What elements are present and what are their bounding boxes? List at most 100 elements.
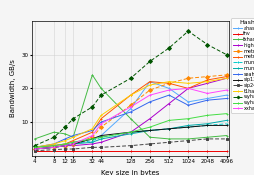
metro64 — [167, 82, 170, 84]
ahash — [64, 143, 67, 145]
highway — [90, 143, 93, 145]
xxhash64 — [129, 106, 132, 108]
metro128 — [205, 76, 208, 78]
t1ha — [148, 84, 151, 86]
Y-axis label: Bandwidth, GB/s: Bandwidth, GB/s — [10, 60, 16, 117]
murmur2 — [186, 126, 189, 128]
fxhash — [71, 136, 74, 138]
seahash — [33, 146, 36, 148]
wyhash2 — [33, 146, 36, 148]
murmur2 — [167, 128, 170, 130]
wyhash2 — [99, 136, 102, 138]
Line: metro128: metro128 — [33, 74, 227, 150]
sip13 — [90, 138, 93, 140]
sip24 — [90, 146, 93, 148]
Line: xxhash64: xxhash64 — [33, 87, 227, 150]
murmur3 — [186, 124, 189, 127]
sip24 — [33, 150, 36, 152]
metro64 — [71, 139, 74, 142]
xxhash64 — [99, 123, 102, 125]
fnv — [71, 150, 74, 152]
seahash — [129, 111, 132, 113]
t1ha — [52, 143, 55, 145]
seahash — [90, 130, 93, 132]
murmur3 — [99, 138, 102, 140]
seahash — [205, 99, 208, 101]
Line: sip24: sip24 — [33, 138, 227, 152]
fxhash — [64, 133, 67, 135]
fxhash — [224, 134, 227, 136]
highway — [129, 131, 132, 133]
t1ha — [186, 82, 189, 84]
metro128 — [90, 136, 93, 138]
fnv — [33, 150, 36, 152]
murmur2 — [33, 148, 36, 150]
seahash — [167, 94, 170, 96]
sip13 — [71, 143, 74, 145]
sip13 — [148, 130, 151, 132]
fxhash — [129, 118, 132, 120]
seahash — [186, 104, 189, 106]
sip24 — [224, 138, 227, 140]
Line: metro64: metro64 — [33, 75, 227, 149]
ahash — [148, 80, 151, 83]
sip13 — [186, 126, 189, 128]
sip13 — [129, 131, 132, 133]
murmur3 — [129, 133, 132, 135]
t1ha — [224, 77, 227, 79]
Line: murmur3: murmur3 — [33, 119, 227, 150]
xxhash64 — [52, 146, 55, 148]
Line: ahash: ahash — [33, 80, 227, 149]
fnv — [52, 150, 55, 152]
metro128 — [129, 104, 132, 106]
highway — [71, 145, 74, 147]
murmur3 — [205, 123, 208, 125]
metro128 — [33, 148, 36, 150]
Line: sip13: sip13 — [33, 124, 227, 150]
metro64 — [205, 79, 208, 81]
metro64 — [129, 94, 132, 96]
fxhash — [167, 138, 170, 140]
sip13 — [99, 134, 102, 136]
fnv — [167, 150, 170, 152]
sip24 — [167, 141, 170, 143]
fnv — [129, 150, 132, 152]
wyhash2 — [71, 141, 74, 143]
murmur2 — [129, 131, 132, 133]
Line: fnv: fnv — [33, 149, 227, 152]
metro64 — [33, 146, 36, 148]
metro128 — [71, 143, 74, 145]
sip13 — [33, 148, 36, 150]
sip24 — [205, 138, 208, 140]
metro64 — [99, 118, 102, 120]
highway — [224, 77, 227, 79]
wyhash2 — [64, 143, 67, 145]
wyhash — [224, 54, 227, 56]
wyhash — [148, 60, 151, 62]
sip13 — [167, 128, 170, 130]
murmur3 — [52, 146, 55, 148]
fxhash — [205, 136, 208, 138]
wyhash — [64, 126, 67, 128]
highway — [52, 146, 55, 148]
wyhash — [33, 145, 36, 147]
murmur2 — [99, 136, 102, 138]
ahash — [205, 97, 208, 100]
sip24 — [64, 148, 67, 150]
ahash — [186, 101, 189, 103]
metro128 — [52, 146, 55, 148]
Line: fxhash: fxhash — [33, 74, 227, 140]
ahash — [224, 94, 227, 96]
sip24 — [52, 149, 55, 151]
t1ha — [71, 136, 74, 138]
wyhash — [99, 94, 102, 96]
wyhash2 — [224, 113, 227, 115]
metro64 — [64, 143, 67, 145]
murmur3 — [71, 143, 74, 145]
fxhash — [90, 74, 93, 76]
ahash — [33, 146, 36, 148]
fxhash — [99, 87, 102, 89]
seahash — [224, 97, 227, 100]
xxhash64 — [64, 145, 67, 147]
xxhash64 — [224, 89, 227, 91]
